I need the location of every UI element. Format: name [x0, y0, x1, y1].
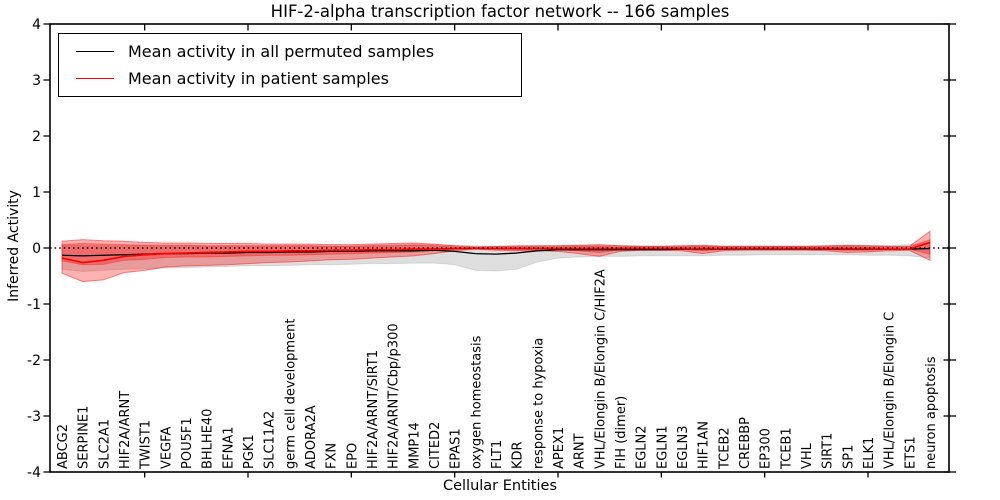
chart-title: HIF-2-alpha transcription factor network… [270, 2, 730, 21]
category-label: CITED2 [428, 422, 443, 469]
y-tick-label: 2 [32, 129, 41, 145]
y-axis-label: Inferred Activity [6, 190, 22, 302]
category-label: SLC11A2 [263, 411, 278, 469]
category-label: ADORA2A [304, 405, 319, 469]
y-tick-label: 1 [32, 185, 41, 201]
category-label: neuron apoptosis [924, 356, 939, 469]
y-tick-label: -2 [27, 353, 41, 369]
y-tick-label: 4 [32, 17, 41, 33]
category-label: response to hypoxia [531, 338, 546, 469]
category-label: HIF2A/ARNT/Cbp/p300 [387, 323, 402, 469]
category-label: VHL [800, 442, 815, 469]
y-tick-label: -1 [27, 297, 41, 313]
category-label: EP300 [759, 428, 774, 469]
legend-item-patient: Mean activity in patient samples [76, 65, 521, 92]
category-label: POU5F1 [180, 417, 195, 469]
category-label: CREBBP [738, 417, 753, 469]
y-tick-label: 0 [32, 241, 41, 257]
category-label: EPO [345, 443, 360, 469]
category-label: ETS1 [903, 436, 918, 469]
patient-mean-line [61, 241, 931, 264]
category-label: EGLN3 [676, 425, 691, 469]
category-label: FIH (dimer) [614, 396, 629, 469]
category-label: TCEB1 [779, 427, 794, 470]
y-tick-label: 3 [32, 73, 41, 89]
category-label: PGK1 [242, 434, 257, 469]
category-label: germ cell development [283, 319, 298, 469]
category-label: EPAS1 [449, 428, 464, 469]
legend-label-permuted: Mean activity in all permuted samples [128, 42, 435, 61]
category-label: HIF1AN [697, 421, 712, 469]
category-label: EFNA1 [221, 426, 236, 469]
category-label: HIF2A/ARNT/SIRT1 [366, 350, 381, 469]
legend: Mean activity in all permuted samples Me… [58, 33, 522, 97]
category-label: TWIST1 [139, 420, 154, 470]
category-label: SLC2A1 [97, 419, 112, 469]
category-label: SP1 [841, 445, 856, 469]
category-label: ABCG2 [56, 424, 71, 469]
category-label: MMP14 [407, 422, 422, 469]
category-label: ARNT [573, 433, 588, 469]
category-label: SERPINE1 [77, 406, 92, 469]
category-label: VHL/Elongin B/Elongin C/HIF2A [593, 269, 608, 469]
y-tick-label: -4 [27, 465, 41, 481]
category-label: VEGFA [159, 427, 174, 469]
permuted-line-swatch-icon [76, 51, 114, 52]
category-label: BHLHE40 [201, 409, 216, 469]
category-label: FXN [325, 443, 340, 469]
category-label: TCEB2 [717, 427, 732, 470]
category-label: HIF2A/ARNT [118, 391, 133, 469]
category-label: EGLN2 [635, 425, 650, 469]
category-label: FLT1 [490, 440, 505, 469]
category-label: KDR [511, 441, 526, 469]
category-label: APEX1 [552, 427, 567, 469]
legend-item-permuted: Mean activity in all permuted samples [76, 38, 521, 65]
legend-label-patient: Mean activity in patient samples [128, 69, 389, 88]
patient-band [61, 230, 931, 283]
category-label: SIRT1 [821, 433, 836, 469]
category-label: EGLN1 [655, 425, 670, 469]
category-label: VHL/Elongin B/Elongin C [883, 312, 898, 469]
x-axis-label: Cellular Entities [442, 478, 558, 494]
category-label: ELK1 [862, 437, 877, 469]
patient-line-swatch-icon [76, 78, 114, 79]
category-label: oxygen homeostasis [469, 335, 484, 469]
y-tick-label: -3 [27, 409, 41, 425]
patient-band-inner [61, 238, 931, 266]
